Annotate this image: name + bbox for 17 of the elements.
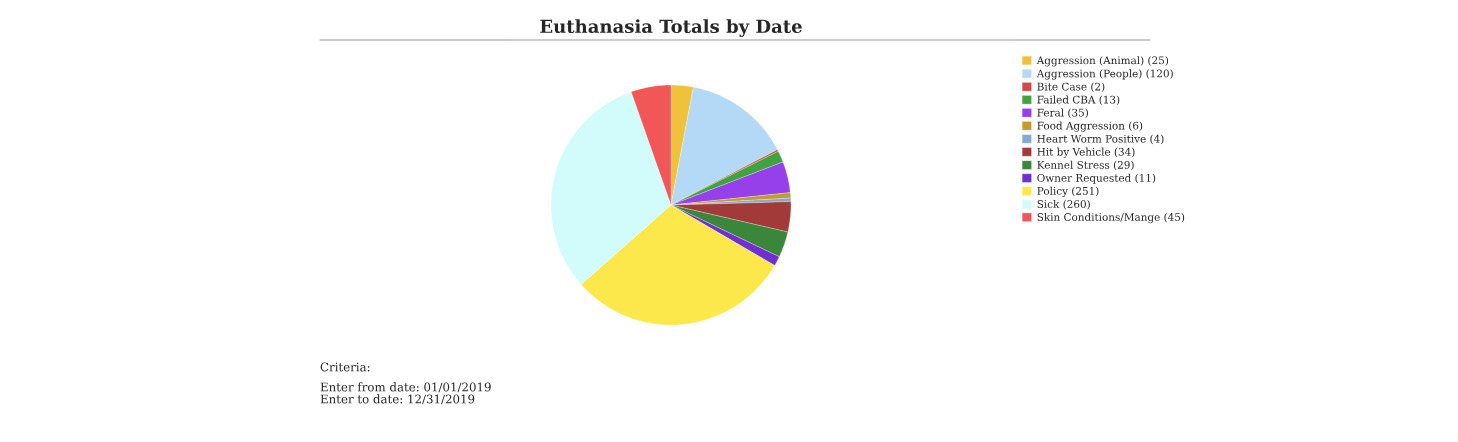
legend-label: Aggression (People) (120) [1036, 69, 1173, 80]
legend-label: Skin Conditions/Mange (45) [1037, 212, 1185, 224]
chart-title: Euthanasia Totals by Date [540, 19, 802, 37]
legend-label: Policy (251) [1037, 186, 1099, 197]
legend-label: Hit by Vehicle (34) [1037, 147, 1135, 158]
legend-label: Failed CBA (13) [1037, 95, 1120, 105]
legend-label: Sick (260) [1037, 199, 1090, 210]
legend-label: Food Aggression (6) [1037, 121, 1143, 132]
legend-label: Heart Worm Positive (4) [1037, 134, 1164, 145]
legend-label: Aggression (Animal) (25) [1036, 56, 1169, 67]
legend-label: Owner Requested (11) [1037, 173, 1156, 184]
text: Enter from date: 01/01/2019 [320, 382, 491, 393]
legend-label: Kennel Stress (29) [1037, 160, 1134, 171]
legend-label: Feral (35) [1037, 108, 1088, 118]
legend-label: Bite Case (2) [1037, 82, 1105, 92]
text: Enter to date: 12/31/2019 [320, 394, 475, 405]
text: Criteria: [320, 362, 370, 372]
